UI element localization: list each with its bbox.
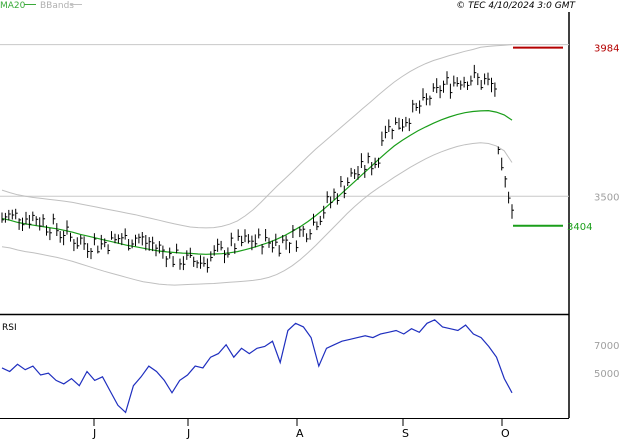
resistance-label: 3984 — [594, 44, 619, 55]
rsi-tick-5000: 5000 — [594, 369, 619, 380]
ma20-group — [1, 109, 513, 255]
rsi-group — [1, 319, 513, 414]
rsi-label: RSI — [2, 323, 17, 333]
bbands-lower-line — [1, 142, 513, 286]
ohlc-bars-group — [1, 64, 514, 273]
x-label-oct: O — [501, 427, 510, 440]
price-tick-3500: 3500 — [594, 192, 619, 203]
x-label-aug: A — [296, 427, 304, 440]
bbands-upper-line — [1, 44, 513, 229]
legend-ma20: MA20 — [0, 1, 26, 11]
copyright-text: © TEC 4/10/2024 3:0 GMT — [456, 1, 576, 11]
x-axis-group: J J A S O — [92, 418, 510, 440]
rsi-line — [1, 319, 513, 414]
legend-bbands: BBands — [40, 1, 74, 11]
x-label-jun: J — [92, 427, 96, 440]
ma20-line — [1, 109, 513, 255]
support-label: 3404 — [567, 222, 592, 233]
bbands-group — [1, 44, 513, 286]
x-label-sep: S — [402, 427, 409, 440]
x-label-jul: J — [186, 427, 190, 440]
rsi-tick-7000: 7000 — [594, 341, 619, 352]
